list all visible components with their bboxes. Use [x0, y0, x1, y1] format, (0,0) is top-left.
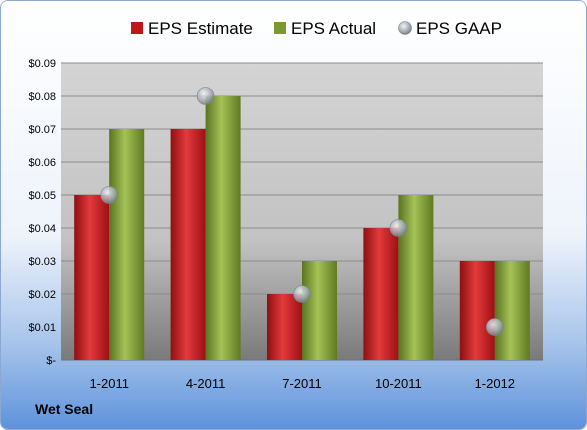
legend-estimate-swatch	[131, 22, 143, 34]
x-tick-label: 10-2011	[375, 376, 422, 391]
y-tick-label: $0.06	[28, 157, 56, 169]
y-tick-label: $0.07	[28, 124, 56, 136]
y-tick-label: $-	[46, 355, 56, 367]
eps-estimate-bar	[267, 294, 302, 360]
legend: EPS Estimate EPS Actual EPS GAAP	[131, 19, 502, 38]
eps-actual-bar	[494, 261, 530, 360]
legend-label: EPS Actual	[291, 19, 376, 38]
eps-gaap-marker	[196, 87, 215, 105]
eps-estimate-bar	[459, 261, 495, 360]
x-tick-label: 1-2011	[89, 376, 129, 391]
eps-actual-bar	[302, 261, 337, 360]
x-tick-label: 4-2011	[186, 376, 226, 391]
y-tick-label: $0.01	[28, 322, 56, 334]
legend-gaap-swatch	[398, 21, 412, 35]
y-tick-label: $0.04	[28, 223, 56, 235]
y-tick-label: $0.08	[28, 91, 56, 103]
legend-label: EPS Estimate	[148, 19, 253, 38]
company-label: Wet Seal	[35, 401, 94, 417]
eps-gaap-marker	[100, 186, 118, 204]
legend-actual-swatch	[274, 22, 286, 34]
y-axis: $- $0.01 $0.02 $0.03 $0.04 $0.05 $0.06 $0.07 $0.…	[28, 58, 56, 367]
eps-gaap-marker	[389, 219, 408, 237]
eps-actual-bar	[398, 195, 434, 360]
y-tick-label: $0.02	[28, 289, 56, 301]
eps-estimate-bar	[170, 129, 206, 360]
x-tick-label: 1-2012	[475, 376, 515, 391]
eps-actual-bar	[205, 96, 241, 360]
eps-estimate-bar	[363, 228, 399, 360]
gaap-markers	[100, 87, 504, 336]
eps-gaap-marker	[485, 318, 504, 336]
y-tick-label: $0.05	[28, 190, 56, 202]
y-tick-label: $0.09	[28, 58, 56, 70]
eps-estimate-bar	[74, 195, 110, 360]
x-axis: 1-2011 4-2011 7-2011 10-2011 1-2012	[89, 376, 515, 391]
eps-actual-bar	[109, 129, 145, 360]
bars	[74, 96, 530, 360]
eps-gaap-marker	[293, 285, 311, 303]
x-tick-label: 7-2011	[282, 376, 322, 391]
legend-label: EPS GAAP	[416, 19, 502, 38]
y-tick-label: $0.03	[28, 256, 56, 268]
